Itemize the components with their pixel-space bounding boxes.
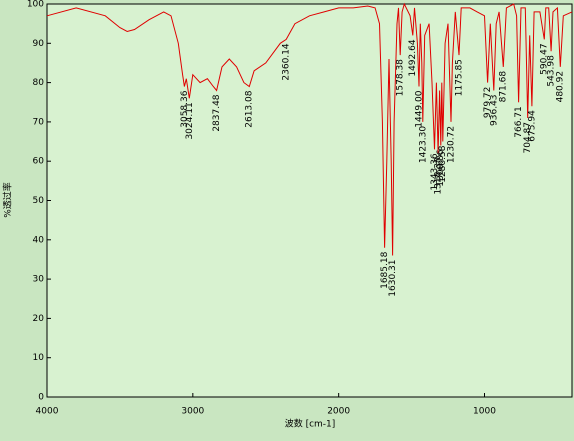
spectrum-line [46,2,573,256]
peak-label: 675.94 [527,110,537,142]
y-tick-label: 20 [33,314,45,324]
peak-label: 1449.00 [415,90,425,127]
peak-label: 1578.38 [396,59,406,96]
peak-label: 1423.30 [418,126,428,163]
peak-label: 2613.08 [245,90,255,127]
peak-label: 1630.31 [388,260,398,297]
peak-label: 871.68 [499,71,509,103]
y-tick-label: 50 [33,196,45,206]
y-tick-label: 30 [33,275,45,285]
x-axis-label: 波数 [cm-1] [285,418,336,430]
peak-label: 766.71 [514,106,524,138]
peak-label: 1343.36 [430,153,440,190]
peak-label: 1492.64 [408,39,418,76]
peak-label: 1318.38 [434,157,444,194]
peak-label: 1230.72 [446,126,456,163]
y-tick-label: 40 [33,235,45,245]
x-tick-label: 2000 [327,407,350,417]
y-tick-label: 10 [33,353,45,363]
peak-label: 1300.86 [436,149,446,186]
y-tick-label: 90 [33,39,45,49]
x-tick-label: 3000 [181,407,204,417]
peak-label: 480.92 [556,71,566,103]
peak-label: 936.43 [489,94,499,126]
peak-label: 1175.85 [454,59,464,96]
peak-label: 3024.11 [185,102,195,139]
peak-label: 1685.18 [380,251,390,288]
peak-label: 1286.58 [438,145,448,182]
y-tick-label: 70 [33,117,45,127]
y-tick-label: 80 [33,78,45,88]
peak-label: 979.72 [483,87,493,119]
peak-label: 704.87 [523,122,533,154]
y-axis-label: %透过率 [2,182,14,218]
peak-label: 543.98 [547,55,557,87]
peak-label: 590.47 [540,43,550,74]
y-tick-label: 0 [38,393,44,403]
plot-area [46,3,573,398]
peak-label: 2360.14 [282,43,292,80]
x-tick-label: 1000 [473,407,496,417]
peak-label: 3058.36 [180,90,190,127]
y-tick-label: 100 [27,0,44,10]
y-tick-label: 60 [33,157,45,167]
x-tick-label: 4000 [36,407,59,417]
peak-label: 2837.48 [212,94,222,131]
